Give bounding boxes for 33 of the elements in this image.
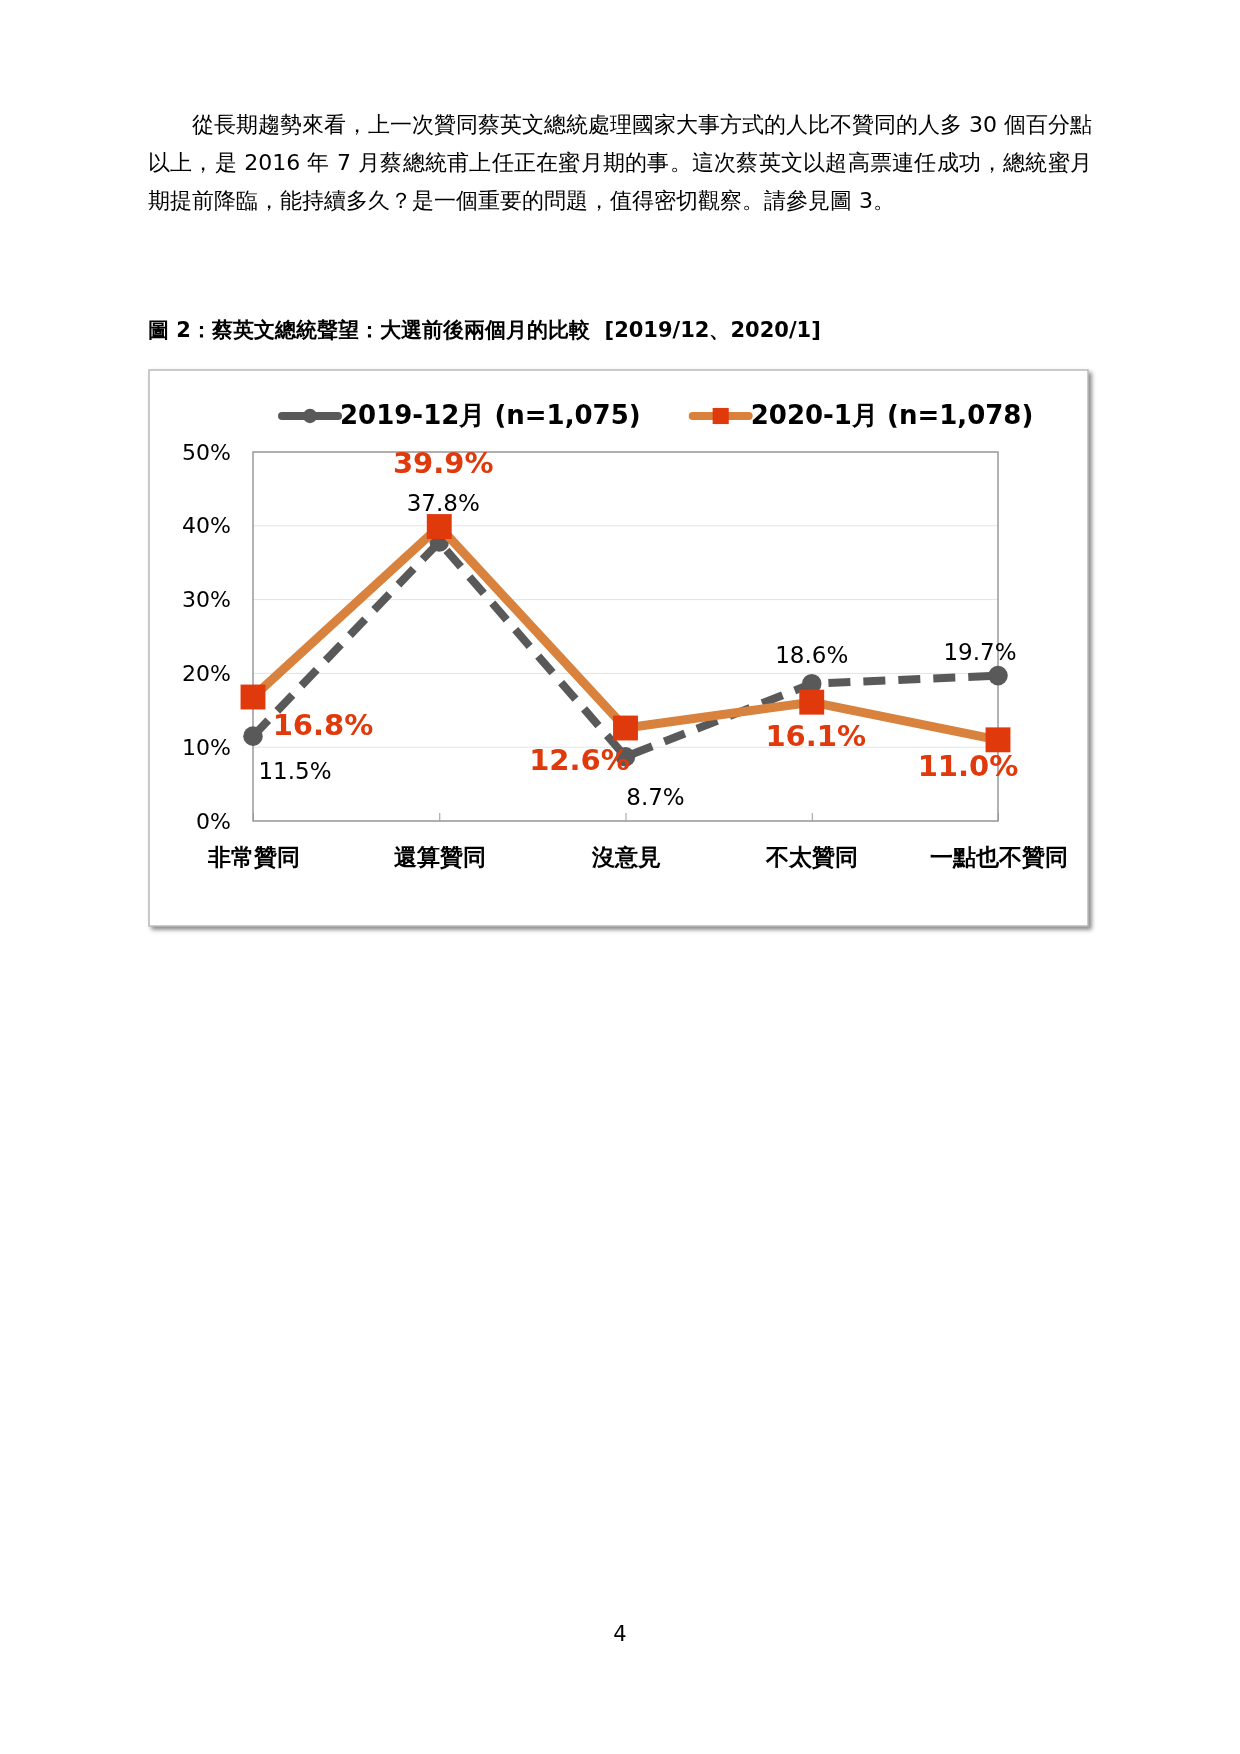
y-tick-label: 40% (182, 513, 231, 539)
legend-label: 2020-1月 (n=1,078) (750, 399, 1034, 430)
x-tick-label: 一點也不贊同 (929, 844, 1068, 871)
y-tick-label: 0% (196, 808, 231, 834)
text: 從長期趨勢來看，上一次贊同蔡英文總統處理國家大事方式的人比不贊同的人多 30 個百分點以上，是 2016 年 7 月蔡總統甫上任正在蜜月期的事。這次蔡英文以超高票連任成功，總統蜜月期提前降臨，能持續多久？是一個重要的問題，值得密切觀察。請參見圖 3。 (148, 111, 1092, 215)
x-tick-label: 沒意見 (590, 844, 661, 871)
x-tick-label: 還算贊同 (393, 844, 486, 871)
data-label: 11.0% (917, 748, 1019, 783)
data-label: 19.7% (943, 639, 1017, 666)
data-label: 12.6% (529, 743, 630, 778)
data-label: 18.6% (775, 642, 849, 669)
point (799, 689, 825, 715)
point (240, 684, 266, 710)
y-tick-label: 30% (182, 587, 231, 613)
point (243, 726, 263, 746)
data-label: 16.1% (765, 719, 867, 754)
data-label: 39.9% (392, 445, 494, 480)
data-label: 8.7% (626, 784, 685, 811)
y-tick-label: 10% (182, 734, 231, 760)
y-tick-label: 50% (182, 439, 231, 465)
point (988, 665, 1008, 686)
point (426, 514, 452, 539)
text: 4 (612, 1622, 628, 1646)
point (613, 715, 638, 741)
x-tick-label: 非常贊同 (206, 844, 300, 871)
legend-label: 2019-12月 (n=1,075) (340, 399, 641, 430)
point (985, 727, 1011, 753)
chart-title: 圖 2：蔡英文總統聲望：大選前後兩個月的比較 [2019/12、2020/1] (148, 317, 821, 344)
data-label: 37.8% (406, 489, 480, 516)
y-tick-label: 20% (182, 660, 231, 686)
data-label: 11.5% (258, 757, 332, 784)
data-label: 16.8% (272, 708, 374, 743)
x-tick-label: 不太贊同 (765, 844, 859, 871)
